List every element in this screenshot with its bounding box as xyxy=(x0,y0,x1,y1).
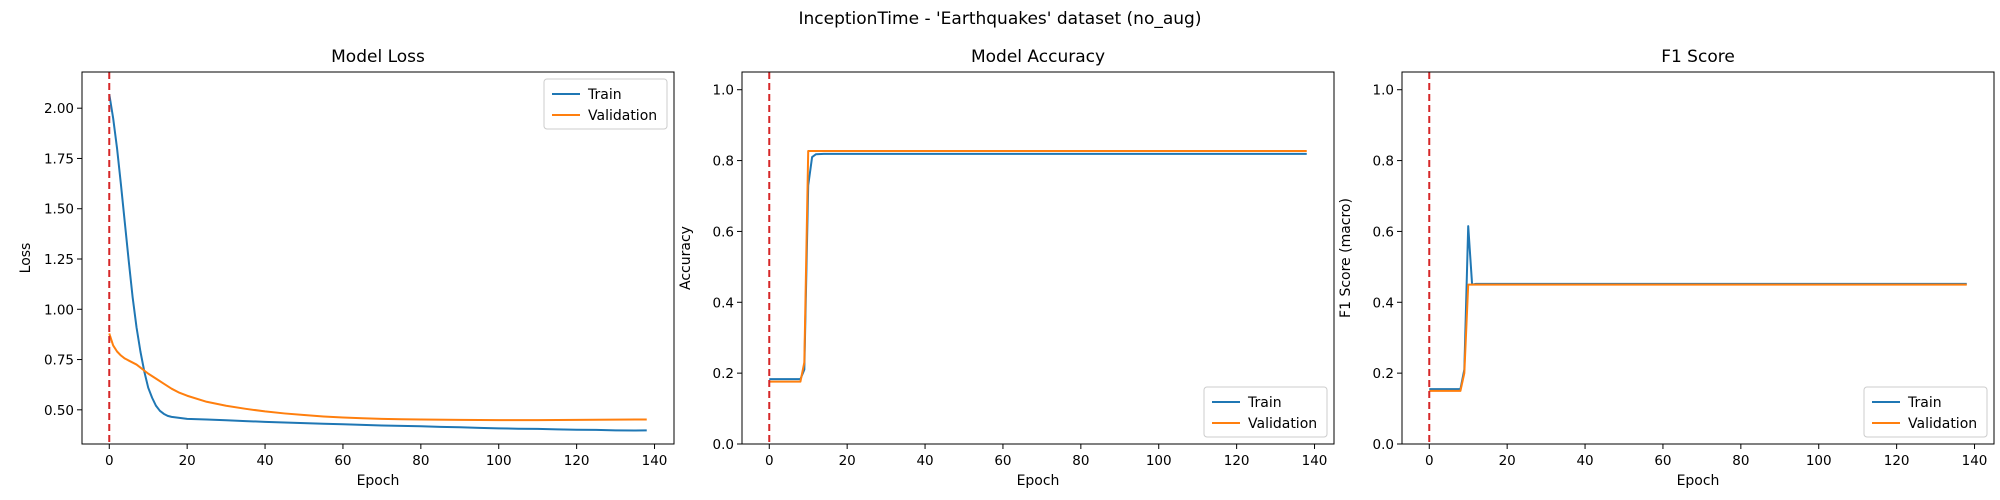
y-tick-label: 0.0 xyxy=(713,437,734,453)
y-tick-label: 0.8 xyxy=(713,154,734,170)
x-tick-label: 40 xyxy=(256,453,273,469)
x-tick-label: 100 xyxy=(1806,453,1832,469)
x-tick-label: 20 xyxy=(1499,453,1516,469)
legend: Train Validation xyxy=(543,78,668,130)
plot-area xyxy=(1429,225,1967,392)
plot-frame xyxy=(741,71,1335,445)
x-tick-label: 0 xyxy=(105,453,114,469)
legend-label-validation: Validation xyxy=(588,108,657,124)
chart-panel-2: Model Accuracy 0 20 40 60 80 100 120 140 0.0 0.2 0.… xyxy=(678,47,1335,489)
y-tick-label: 0.0 xyxy=(1373,437,1394,453)
x-tick-label: 60 xyxy=(994,453,1011,469)
legend-label-train: Train xyxy=(1247,395,1282,411)
chart-title: Model Loss xyxy=(331,47,425,67)
y-axis-label: F1 Score (macro) xyxy=(1338,198,1354,318)
legend-box xyxy=(1203,386,1328,438)
series-line-validation xyxy=(108,333,647,422)
x-tick-label: 140 xyxy=(642,453,668,469)
legend-label-train: Train xyxy=(1907,395,1942,411)
x-tick-label: 80 xyxy=(1072,453,1089,469)
x-tick-label: 0 xyxy=(1425,453,1434,469)
x-tick-label: 100 xyxy=(486,453,512,469)
chart-title: Model Accuracy xyxy=(971,47,1105,67)
legend-box xyxy=(1863,386,1988,438)
plot-frame xyxy=(1401,71,1995,445)
plot-area xyxy=(108,93,647,432)
y-tick-label: 1.50 xyxy=(44,202,74,218)
chart-panel-3: F1 Score 0 20 40 60 80 100 120 140 0.0 0.2 0.4 0.6 0.… xyxy=(1338,47,1995,489)
x-tick-label: 140 xyxy=(1302,453,1328,469)
legend-label-validation: Validation xyxy=(1908,416,1977,432)
x-axis-label: Epoch xyxy=(357,473,400,489)
x-tick-label: 80 xyxy=(412,453,429,469)
y-tick-label: 0.2 xyxy=(1373,366,1394,382)
y-tick-label: 0.8 xyxy=(1373,154,1394,170)
chart-panel-1: Model Loss 0 20 40 60 80 100 120 140 0.50 0.75 1.00… xyxy=(18,47,675,489)
x-tick-label: 120 xyxy=(1224,453,1250,469)
y-tick-label: 1.00 xyxy=(44,302,74,318)
y-tick-label: 0.2 xyxy=(713,366,734,382)
x-tick-label: 100 xyxy=(1146,453,1172,469)
x-axis-label: Epoch xyxy=(1017,473,1060,489)
x-tick-label: 80 xyxy=(1732,453,1749,469)
legend-box xyxy=(543,78,668,130)
y-tick-label: 1.0 xyxy=(1373,83,1394,99)
y-tick-label: 0.4 xyxy=(1373,295,1394,311)
y-tick-label: 0.4 xyxy=(713,295,734,311)
y-tick-label: 0.6 xyxy=(1373,224,1394,240)
x-tick-label: 60 xyxy=(334,453,351,469)
plot-frame xyxy=(81,71,675,445)
y-axis-label: Loss xyxy=(18,243,34,274)
x-tick-label: 0 xyxy=(765,453,774,469)
x-tick-label: 40 xyxy=(916,453,933,469)
y-tick-label: 1.75 xyxy=(44,151,74,167)
x-tick-label: 120 xyxy=(564,453,590,469)
x-tick-label: 20 xyxy=(839,453,856,469)
legend: Train Validation xyxy=(1203,386,1328,438)
figure-title: InceptionTime - 'Earthquakes' dataset (n… xyxy=(799,9,1202,29)
y-tick-label: 1.0 xyxy=(713,83,734,99)
series-line-train xyxy=(108,93,647,432)
y-tick-label: 0.6 xyxy=(713,224,734,240)
y-axis-label: Accuracy xyxy=(678,226,694,290)
x-tick-label: 20 xyxy=(179,453,196,469)
y-tick-label: 0.75 xyxy=(44,353,74,369)
x-tick-label: 40 xyxy=(1576,453,1593,469)
x-tick-label: 60 xyxy=(1654,453,1671,469)
legend: Train Validation xyxy=(1863,386,1988,438)
legend-label-train: Train xyxy=(587,87,622,103)
x-tick-label: 140 xyxy=(1962,453,1988,469)
x-tick-label: 120 xyxy=(1884,453,1910,469)
series-line-validation xyxy=(769,150,1307,383)
plot-area xyxy=(769,150,1307,383)
chart-title: F1 Score xyxy=(1661,47,1735,67)
x-axis-label: Epoch xyxy=(1677,473,1720,489)
y-tick-label: 0.50 xyxy=(44,403,74,419)
legend-label-validation: Validation xyxy=(1248,416,1317,432)
y-tick-label: 1.25 xyxy=(44,252,74,268)
y-tick-label: 2.00 xyxy=(44,101,74,117)
series-line-validation xyxy=(1429,283,1967,392)
